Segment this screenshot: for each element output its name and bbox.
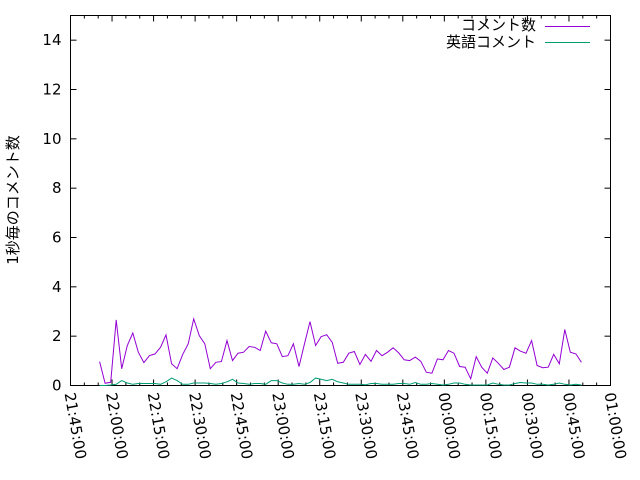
y-axis-label: 1秒毎のコメント数 [4, 135, 22, 265]
x-tick-label: 22:15:00 [144, 391, 173, 460]
x-tick-label: 23:45:00 [393, 391, 422, 460]
x-tick-label: 01:00:00 [601, 391, 630, 460]
legend-label-0: コメント数 [461, 16, 536, 34]
x-tick-label: 23:00:00 [268, 391, 297, 460]
x-tick-label: 22:30:00 [185, 391, 214, 460]
y-tick-label: 4 [52, 278, 62, 296]
x-tick-label: 00:45:00 [559, 391, 588, 460]
y-tick-label: 12 [42, 81, 61, 99]
y-tick-label: 2 [52, 327, 62, 345]
y-tick-label: 14 [42, 31, 61, 49]
x-tick-label: 23:15:00 [310, 391, 339, 460]
x-tick-label: 00:15:00 [476, 391, 505, 460]
y-tick-label: 6 [52, 229, 62, 247]
series-line-1 [99, 377, 582, 386]
series-line-0 [99, 317, 582, 384]
plot-border [70, 15, 611, 386]
y-tick-label: 10 [42, 130, 61, 148]
x-tick-label: 22:45:00 [227, 391, 256, 460]
y-tick-label: 0 [52, 377, 62, 395]
x-tick-label: 00:30:00 [517, 391, 546, 460]
legend: コメント数 英語コメント [446, 16, 590, 51]
x-tick-label: 00:00:00 [434, 391, 463, 460]
y-tick-label: 8 [52, 179, 62, 197]
x-tick-label: 23:30:00 [351, 391, 380, 460]
legend-label-1: 英語コメント [446, 33, 536, 51]
x-tick-label: 22:00:00 [102, 391, 131, 460]
x-tick-label: 21:45:00 [61, 391, 90, 460]
